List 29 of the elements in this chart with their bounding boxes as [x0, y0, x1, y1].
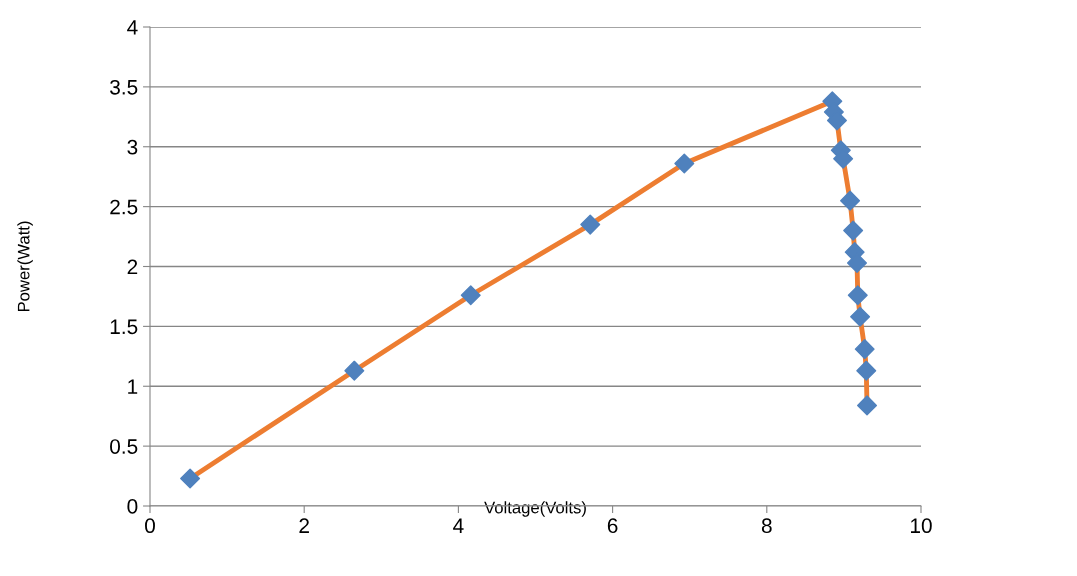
x-tick-label: 4: [453, 518, 464, 533]
x-tick-label: 0: [145, 518, 155, 534]
point: [344, 360, 365, 381]
point: [856, 360, 877, 381]
x-axis-title: Voltage(Volts): [484, 501, 586, 517]
y-tick-label: 0: [127, 499, 138, 514]
y-tick-label: 2.5: [110, 199, 138, 215]
point: [840, 190, 861, 211]
y-tick-label: 2: [127, 259, 138, 275]
x-tick-label: 8: [761, 518, 772, 534]
point: [854, 339, 875, 360]
y-axis-title: Power(Watt): [17, 221, 33, 312]
point: [580, 214, 601, 235]
x-tick-label: 2: [299, 518, 309, 533]
y-tick-label: 0.5: [110, 439, 138, 454]
y-tick-label: 3: [127, 139, 138, 155]
y-tick-label: 4: [127, 20, 138, 35]
y-tick-label: 3.5: [110, 79, 138, 95]
point: [460, 285, 481, 306]
point: [843, 220, 864, 241]
y-tick-label: 1: [128, 379, 138, 394]
point: [180, 468, 201, 489]
y-tick-label: 1.5: [110, 319, 138, 335]
x-tick-label: 6: [607, 518, 618, 534]
point: [674, 153, 695, 174]
point: [857, 395, 878, 416]
x-tick-label: 10: [911, 518, 932, 534]
point: [850, 306, 871, 327]
point: [847, 285, 868, 306]
